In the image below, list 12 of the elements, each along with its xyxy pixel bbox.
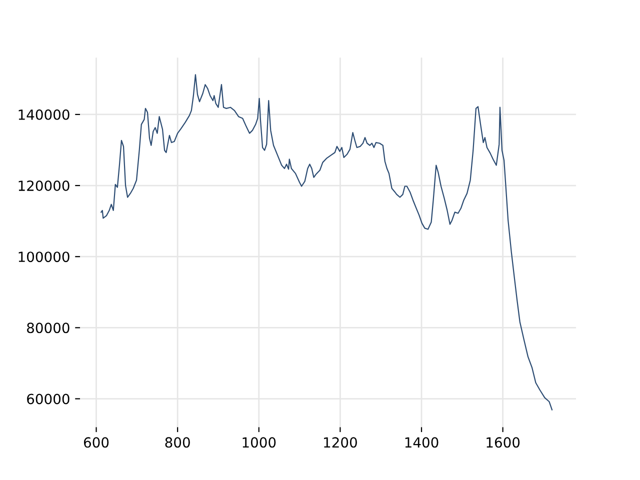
line-series — [100, 74, 553, 410]
x-tick-label: 600 — [84, 437, 109, 448]
y-tick-label: 80000 — [27, 322, 70, 334]
x-tick-label: 1600 — [486, 437, 520, 448]
x-tick-label: 1000 — [242, 437, 276, 448]
x-tick-label: 1400 — [405, 437, 438, 448]
x-tick-label: 1200 — [324, 437, 357, 448]
y-tick-label: 140000 — [18, 109, 70, 120]
x-tick-label: 800 — [165, 437, 190, 448]
y-tick-label: 120000 — [18, 180, 70, 192]
y-tick-label: 100000 — [18, 252, 70, 262]
y-tick-label: 60000 — [27, 394, 70, 404]
